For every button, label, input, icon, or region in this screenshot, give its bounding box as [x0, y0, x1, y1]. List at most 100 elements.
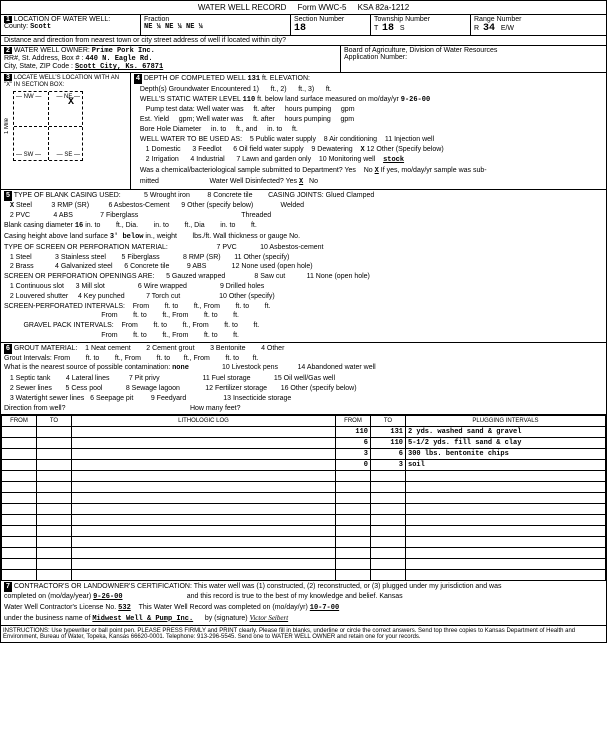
- open-label: SCREEN OR PERFORATION OPENINGS ARE:: [4, 273, 154, 280]
- log-row: 36300 lbs. bentonite chips: [2, 449, 606, 460]
- section-5-num: 5: [4, 191, 12, 201]
- log-cell: [72, 471, 336, 482]
- depth-val: 131: [247, 75, 260, 83]
- log-cell: [72, 537, 336, 548]
- log-cell: [371, 526, 406, 537]
- section-3-num: 3: [4, 74, 12, 81]
- by-sig: by (signature): [205, 615, 248, 622]
- use-other: stock: [383, 156, 404, 164]
- log-cell: [37, 570, 72, 581]
- log-cell: [2, 460, 37, 471]
- contam-val: none: [172, 364, 189, 372]
- x-mark: X: [68, 97, 74, 108]
- sections-3-4: 3 LOCATE WELL'S LOCATION WITH AN "X" IN …: [1, 73, 606, 190]
- log-cell: [371, 570, 406, 581]
- log-row: [2, 504, 606, 515]
- log-cell: [406, 570, 606, 581]
- log-h2: TO: [37, 416, 72, 427]
- log-cell: [371, 548, 406, 559]
- fraction-val: NE ¼ NE ¼ NE ¼: [144, 23, 203, 31]
- log-cell: 5-1/2 yds. fill sand & clay: [406, 438, 606, 449]
- log-cell: [72, 482, 336, 493]
- log-row: [2, 493, 606, 504]
- log-h4: FROM: [336, 416, 371, 427]
- log-row: [2, 482, 606, 493]
- log-cell: [37, 482, 72, 493]
- distance-label: Distance and direction from nearest town…: [1, 36, 606, 45]
- c1x: X: [10, 202, 14, 210]
- log-cell: [371, 537, 406, 548]
- log-cell: [37, 559, 72, 570]
- section-6: 6 GROUT MATERIAL: 1 Neat cement 2 Cement…: [1, 343, 606, 416]
- log-cell: [371, 482, 406, 493]
- license-no: 532: [118, 604, 131, 612]
- log-cell: 300 lbs. bentonite chips: [406, 449, 606, 460]
- log-cell: [2, 449, 37, 460]
- log-cell: [37, 548, 72, 559]
- gpm: gpm: [341, 106, 355, 113]
- joints: CASING JOINTS: Glued Clamped: [268, 192, 374, 199]
- log-row: 03soil: [2, 460, 606, 471]
- city-label: City, State, ZIP Code :: [4, 63, 73, 70]
- city-val: Scott City, Ks. 67871: [75, 63, 163, 71]
- log-row: [2, 559, 606, 570]
- log-cell: [406, 504, 606, 515]
- log-cell: [37, 460, 72, 471]
- log-cell: [72, 449, 336, 460]
- log-row: 1101312 yds. washed sand & gravel: [2, 427, 606, 438]
- log-cell: [37, 515, 72, 526]
- log-cell: [72, 515, 336, 526]
- section-1-row1: 1 LOCATION OF WATER WELL: County: Scott …: [1, 15, 606, 36]
- log-cell: [37, 449, 72, 460]
- license: Water Well Contractor's License No.: [4, 604, 116, 611]
- log-cell: [72, 493, 336, 504]
- gw2: ft., 2): [271, 86, 287, 93]
- log-cell: soil: [406, 460, 606, 471]
- log-cell: [37, 504, 72, 515]
- log-cell: [2, 537, 37, 548]
- section-7-num: 7: [4, 582, 12, 592]
- log-cell: [406, 559, 606, 570]
- dir-label: Direction from well?: [4, 405, 65, 412]
- log-cell: [72, 548, 336, 559]
- form-num: Form WWC-5: [298, 3, 347, 12]
- log-cell: 110: [371, 438, 406, 449]
- county-val: Scott: [30, 23, 51, 31]
- log-h6: PLUGGING INTERVALS: [406, 416, 606, 427]
- chem-x: X: [375, 167, 379, 175]
- business: under the business name of: [4, 615, 90, 622]
- app-label: Application Number:: [344, 54, 407, 61]
- log-cell: [336, 570, 371, 581]
- business-name: Midwest Well & Pump Inc.: [92, 615, 193, 623]
- section-7: 7 CONTRACTOR'S OR LANDOWNER'S CERTIFICAT…: [1, 581, 606, 626]
- log-cell: 2 yds. washed sand & gravel: [406, 427, 606, 438]
- log-cell: [336, 537, 371, 548]
- form-title: WATER WELL RECORD: [198, 3, 287, 12]
- log-cell: [2, 548, 37, 559]
- log-h5: TO: [371, 416, 406, 427]
- log-row: [2, 570, 606, 581]
- perf-label: SCREEN-PERFORATED INTERVALS:: [4, 303, 125, 310]
- log-cell: [37, 438, 72, 449]
- log-cell: [37, 471, 72, 482]
- log-row: [2, 537, 606, 548]
- diam-label: Blank casing diameter: [4, 222, 73, 229]
- log-row: [2, 526, 606, 537]
- log-cell: [406, 482, 606, 493]
- rr-label: RR#, St. Address, Box # :: [4, 55, 83, 62]
- log-cell: [2, 526, 37, 537]
- s1-label: LOCATION OF WATER WELL:: [14, 16, 110, 23]
- grout-int: Grout Intervals: From: [4, 355, 70, 362]
- section-box: — NW — — NE — — SW — — SE — X: [13, 91, 83, 161]
- owner-val: Prime Pork Inc.: [92, 47, 155, 55]
- ksa: KSA 82a-1212: [358, 3, 410, 12]
- log-cell: [2, 427, 37, 438]
- log-cell: [72, 559, 336, 570]
- log-cell: 3: [371, 460, 406, 471]
- log-cell: [406, 493, 606, 504]
- log-cell: [406, 471, 606, 482]
- log-cell: [72, 438, 336, 449]
- log-row: [2, 515, 606, 526]
- log-cell: [336, 493, 371, 504]
- log-cell: [37, 493, 72, 504]
